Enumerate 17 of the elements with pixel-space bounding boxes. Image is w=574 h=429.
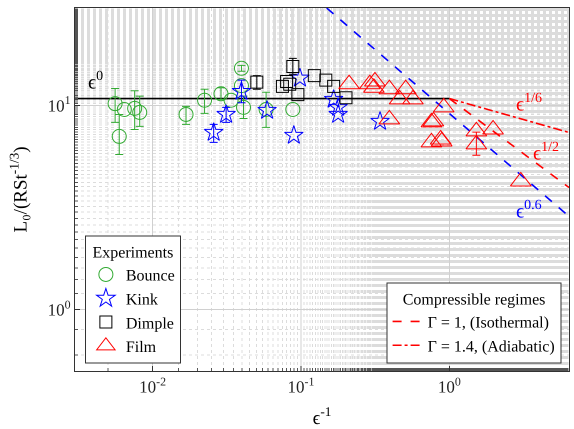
x-tick-label: 10$^{-2}$ [139, 374, 166, 396]
legend-label: Γ = 1.4, (Adiabatic) [428, 338, 555, 356]
x-tick-label: 10$^{-1}$ [288, 374, 314, 396]
legend-label: Film [126, 339, 157, 356]
x-tick-label: 10$^{0}$ [438, 374, 461, 396]
legend-label: Dimple [126, 315, 174, 332]
legend-label: Bounce [126, 268, 175, 285]
annotation: ϵ$^{0}$ [88, 69, 104, 94]
legend-label: Γ = 1, (Isothermal) [428, 314, 549, 332]
text: Compressible regimes [402, 292, 546, 309]
y-tick-label: 10$^{1}$ [48, 93, 71, 116]
annotation: ϵ$^{1/6}$ [516, 91, 542, 116]
annotation: ϵ$^{0.6}$ [516, 198, 542, 222]
x-axis-title: ϵ$^{-1}$ [312, 404, 332, 429]
text: Experiments [92, 244, 174, 262]
annotation: ϵ$^{1/2}$ [533, 140, 559, 164]
legend-label: Kink [126, 291, 158, 308]
